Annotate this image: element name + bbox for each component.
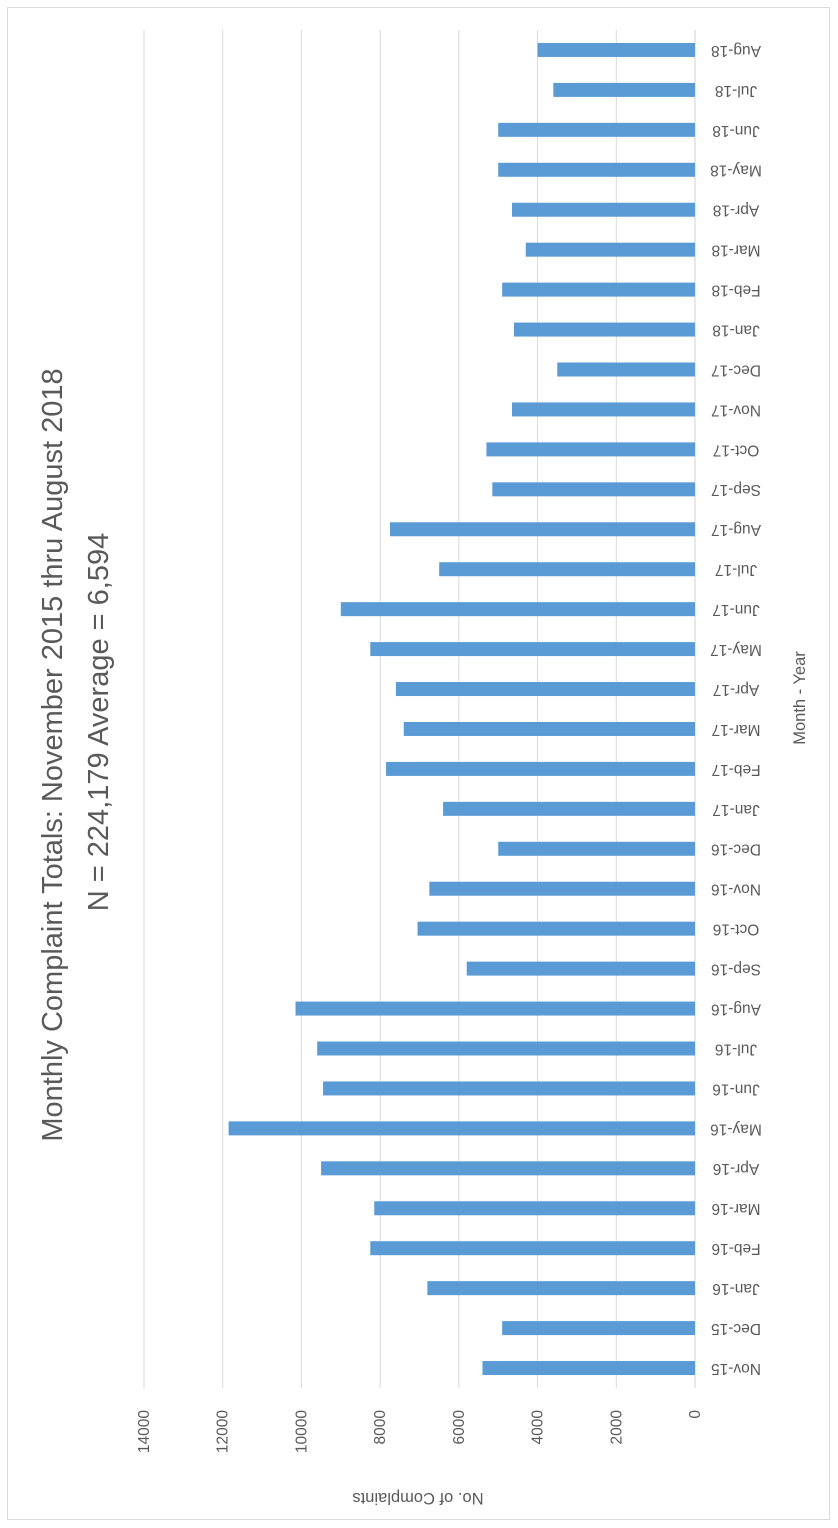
category-tick-label: Jun-16 (712, 1080, 759, 1097)
category-tick-label: Jun-18 (712, 122, 759, 139)
bar (417, 921, 695, 936)
value-tick-label: 10000 (293, 1410, 310, 1453)
category-tick-label: Sep-16 (711, 961, 761, 978)
bars (228, 42, 695, 1376)
category-tick-label: Jul-18 (715, 82, 757, 99)
category-tick-label: Mar-17 (711, 721, 760, 738)
category-tick-label: Apr-18 (713, 202, 760, 219)
bar (389, 522, 695, 537)
category-tick-label: Aug-18 (711, 42, 761, 59)
category-tick-label: Jul-16 (715, 1040, 757, 1057)
category-tick-label: Apr-16 (713, 1160, 760, 1177)
bar (370, 642, 695, 657)
bar (295, 1001, 695, 1016)
bar (403, 721, 695, 736)
bar (498, 162, 695, 177)
category-tick-labels: Nov-15 Dec-15 Jan-16 Feb-16 Mar-16 Apr-16 May-… (710, 42, 762, 1377)
category-tick-label: Apr-17 (713, 681, 760, 698)
bar (513, 322, 695, 337)
value-tick-label: 6000 (451, 1410, 468, 1445)
category-tick-label: Jan-16 (712, 1280, 759, 1297)
bar (370, 1241, 695, 1256)
bar (498, 122, 695, 137)
chart-subtitle: N = 224,179 Average = 6,594 (83, 533, 115, 911)
category-tick-label: Oct-16 (713, 921, 760, 938)
bar (537, 42, 695, 57)
bar (492, 482, 695, 497)
category-tick-label: Aug-16 (711, 1000, 761, 1017)
value-tick-label: 2000 (608, 1410, 625, 1445)
category-tick-label: Feb-18 (711, 282, 760, 299)
category-tick-label: Jul-17 (715, 561, 757, 578)
category-tick-label: Mar-16 (711, 1200, 760, 1217)
category-tick-label: Jan-18 (712, 321, 759, 338)
value-tick-labels: 0 2000 4000 6000 8000 10000 12000 14000 (136, 1410, 704, 1453)
category-tick-label: Jun-17 (712, 601, 759, 618)
value-tick-label: 14000 (136, 1410, 153, 1453)
value-tick-label: 12000 (215, 1410, 232, 1453)
category-tick-label: Nov-16 (711, 881, 761, 898)
bar (374, 1201, 695, 1216)
category-tick-label: Dec-16 (711, 841, 761, 858)
category-tick-label: May-17 (710, 641, 762, 658)
chart-frame (7, 7, 830, 1520)
bar (553, 82, 695, 97)
bar (429, 881, 695, 896)
value-tick-label: 0 (687, 1410, 704, 1419)
bar (525, 242, 695, 257)
bar (482, 1361, 695, 1376)
bar (511, 202, 695, 217)
bar (323, 1081, 695, 1096)
value-tick-label: 8000 (372, 1410, 389, 1445)
bar (427, 1281, 695, 1296)
bar (439, 562, 695, 577)
bar (502, 282, 695, 297)
category-tick-label: Mar-18 (711, 242, 760, 259)
category-tick-label: May-16 (710, 1120, 762, 1137)
value-tick-label: 4000 (530, 1410, 547, 1445)
bar (486, 442, 695, 457)
bar (395, 682, 695, 697)
category-tick-label: Sep-17 (711, 481, 761, 498)
bar (443, 801, 695, 816)
category-tick-label: Dec-15 (711, 1320, 761, 1337)
category-tick-label: Dec-17 (711, 361, 761, 378)
bar (557, 362, 695, 377)
category-tick-label: Nov-17 (711, 401, 761, 418)
category-tick-label: Feb-17 (711, 761, 760, 778)
category-tick-label: Aug-17 (711, 521, 761, 538)
category-tick-label: Jan-17 (712, 801, 759, 818)
category-tick-label: Feb-16 (711, 1240, 760, 1257)
bar (340, 602, 695, 617)
category-tick-label: May-18 (710, 162, 762, 179)
y-axis-title: No. of Complaints (352, 1489, 483, 1507)
bar (317, 1041, 695, 1056)
bar (511, 402, 695, 417)
bar (498, 841, 695, 856)
bar (502, 1321, 695, 1336)
x-axis-title: Month - Year (791, 651, 809, 745)
chart-title: Monthly Complaint Totals: November 2015 … (37, 368, 69, 1141)
bar (228, 1121, 695, 1136)
bar (386, 761, 695, 776)
gridlines (143, 30, 617, 1388)
category-tick-label: Nov-15 (711, 1360, 761, 1377)
bar (321, 1161, 695, 1176)
bar (466, 961, 695, 976)
category-tick-label: Oct-17 (713, 441, 760, 458)
